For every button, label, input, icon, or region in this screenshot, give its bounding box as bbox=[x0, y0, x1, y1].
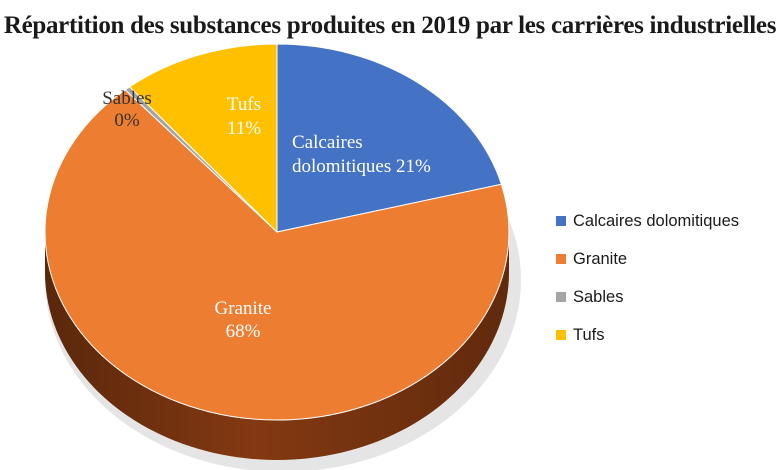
data-label-sables-2: 0% bbox=[114, 110, 140, 131]
pie-slice-granite bbox=[44, 89, 510, 421]
legend-swatch-granite bbox=[556, 254, 566, 264]
data-label-calcaires-2: dolomitiques 21% bbox=[292, 156, 431, 177]
legend-swatch-sables bbox=[556, 292, 566, 302]
legend-label-sables: Sables bbox=[573, 287, 624, 306]
legend-item-calcaires: Calcaires dolomitiques bbox=[556, 202, 739, 240]
data-label-tufs-1: Tufs bbox=[227, 94, 261, 115]
data-label-sables-1: Sables bbox=[102, 88, 152, 109]
legend-label-calcaires: Calcaires dolomitiques bbox=[573, 211, 739, 230]
data-label-granite-2: 68% bbox=[226, 321, 261, 342]
legend: Calcaires dolomitiques Granite Sables Tu… bbox=[556, 202, 739, 354]
legend-swatch-tufs bbox=[556, 330, 566, 340]
pie-side-shading bbox=[45, 232, 509, 460]
legend-item-tufs: Tufs bbox=[556, 316, 739, 354]
legend-swatch-calcaires bbox=[556, 216, 566, 226]
legend-label-granite: Granite bbox=[573, 249, 628, 268]
data-label-tufs-2: 11% bbox=[227, 118, 261, 139]
chart-title: Répartition des substances produites en … bbox=[3, 12, 777, 39]
legend-item-granite: Granite bbox=[556, 240, 739, 278]
pie-slice-calcaires bbox=[276, 43, 503, 233]
data-label-calcaires-1: Calcaires bbox=[292, 132, 363, 153]
pie-slice-tufs bbox=[128, 43, 278, 234]
legend-label-tufs: Tufs bbox=[573, 325, 605, 344]
data-label-granite-1: Granite bbox=[215, 298, 272, 319]
legend-item-sables: Sables bbox=[556, 278, 739, 316]
